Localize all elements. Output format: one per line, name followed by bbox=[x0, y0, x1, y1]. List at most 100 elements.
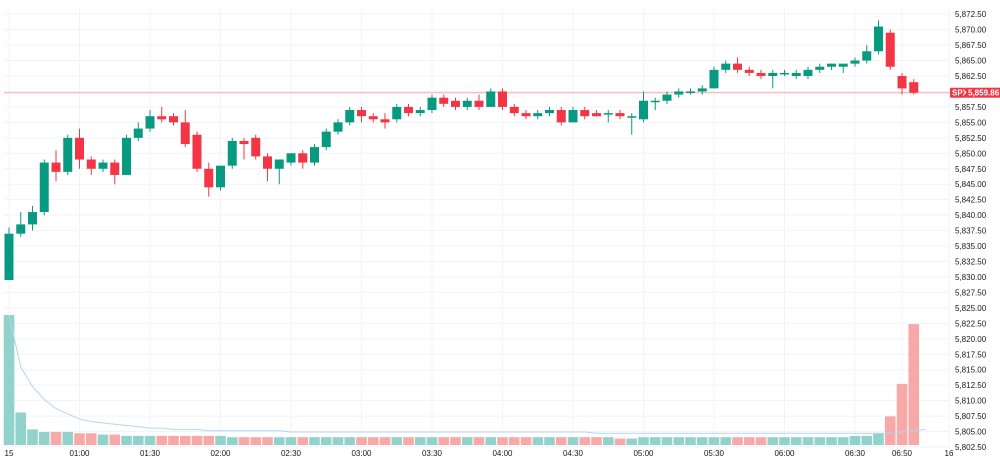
candle-body bbox=[909, 82, 919, 93]
candle-body bbox=[615, 113, 625, 117]
last-price-label: 5,859.86 bbox=[968, 89, 1000, 98]
candle bbox=[63, 134, 73, 175]
volume-bar bbox=[179, 435, 191, 445]
y-tick-label: 5,830.00 bbox=[955, 273, 987, 282]
volume-bar bbox=[802, 437, 814, 445]
candle-body bbox=[263, 156, 272, 169]
candle-body bbox=[862, 51, 872, 61]
volume-bar bbox=[356, 437, 367, 445]
candle bbox=[662, 91, 672, 104]
candle-body bbox=[51, 162, 61, 172]
volume-bar bbox=[520, 437, 532, 445]
candle bbox=[180, 110, 190, 148]
candle bbox=[75, 128, 84, 169]
volume-bar bbox=[27, 429, 38, 445]
volume-bar bbox=[403, 437, 414, 445]
volume-bar bbox=[273, 437, 285, 445]
candle-body bbox=[28, 212, 37, 225]
volume-bar bbox=[379, 437, 391, 445]
x-tick-label: 03:30 bbox=[422, 449, 443, 458]
candle bbox=[756, 69, 766, 80]
volume-bar bbox=[626, 438, 638, 445]
volume-bar bbox=[497, 437, 508, 445]
candle bbox=[827, 63, 836, 70]
y-tick-label: 5,832.50 bbox=[955, 258, 987, 267]
volume-bar bbox=[614, 438, 626, 445]
x-tick-label: 03:00 bbox=[351, 449, 372, 458]
candle-body bbox=[404, 106, 413, 114]
candle bbox=[133, 122, 143, 141]
candle bbox=[838, 63, 848, 73]
candle-body bbox=[733, 63, 742, 70]
candle-body bbox=[509, 106, 519, 114]
candle bbox=[357, 106, 366, 123]
y-tick-label: 5,805.00 bbox=[955, 428, 987, 437]
volume-bar bbox=[755, 437, 767, 445]
candle-body bbox=[803, 69, 813, 77]
symbol-label: SPX bbox=[952, 89, 969, 98]
candle bbox=[204, 162, 214, 197]
candle-body bbox=[709, 69, 719, 89]
volume-bar bbox=[661, 437, 673, 445]
candle-body bbox=[697, 88, 707, 92]
volume-bar bbox=[156, 435, 168, 445]
candle bbox=[885, 29, 895, 70]
candle-body bbox=[16, 224, 26, 234]
x-tick-label: 06:00 bbox=[774, 449, 795, 458]
volume-bar bbox=[450, 437, 461, 445]
candle-body bbox=[157, 116, 167, 120]
candle bbox=[498, 88, 507, 111]
volume-bar bbox=[250, 437, 262, 445]
volume-bar bbox=[426, 437, 438, 445]
x-tick-label: 02:00 bbox=[210, 449, 231, 458]
volume-bar bbox=[168, 435, 179, 445]
y-tick-label: 5,855.00 bbox=[955, 118, 987, 127]
y-tick-label: 5,802.50 bbox=[955, 443, 987, 452]
candle bbox=[768, 69, 778, 89]
candle bbox=[404, 103, 413, 117]
volume-bar bbox=[567, 437, 579, 445]
x-tick-label: 01:00 bbox=[69, 449, 90, 458]
y-tick-label: 5,840.00 bbox=[955, 211, 987, 220]
volume-bar bbox=[473, 437, 485, 445]
time-axis[interactable]: 15 01:00 01:30 02:00 02:30 03:00 03:30 04:00 04:… bbox=[5, 449, 954, 458]
candle-body bbox=[474, 100, 484, 107]
volume-bar bbox=[790, 437, 802, 445]
y-tick-label: 5,850.00 bbox=[955, 149, 987, 158]
x-tick-label: 05:00 bbox=[633, 449, 654, 458]
volume-bar bbox=[297, 437, 309, 445]
candle-body bbox=[368, 116, 378, 120]
candle bbox=[263, 153, 272, 182]
candle bbox=[298, 150, 308, 169]
volume-bar bbox=[884, 416, 896, 445]
volume-bar bbox=[3, 315, 15, 445]
y-tick-label: 5,837.50 bbox=[955, 227, 987, 236]
y-tick-label: 5,810.00 bbox=[955, 397, 987, 406]
volume-bar bbox=[649, 437, 661, 445]
volume-bar bbox=[849, 435, 861, 445]
candle-body bbox=[98, 162, 108, 169]
volume-bar bbox=[743, 437, 755, 445]
volume-bar bbox=[38, 432, 50, 445]
volume-bar bbox=[532, 437, 544, 445]
candle bbox=[627, 113, 637, 135]
candle bbox=[321, 128, 331, 151]
volume-bar bbox=[215, 435, 226, 445]
candle bbox=[791, 69, 801, 80]
x-tick-label: 06:50 bbox=[892, 449, 913, 458]
volume-bar bbox=[555, 437, 567, 445]
volume-bars bbox=[3, 315, 920, 445]
y-tick-label: 5,872.50 bbox=[955, 10, 987, 19]
candle-body bbox=[815, 66, 825, 70]
candle-body bbox=[592, 113, 601, 117]
y-tick-label: 5,817.50 bbox=[955, 350, 987, 359]
candle-body bbox=[345, 110, 355, 123]
price-axis[interactable]: 5,872.50 5,870.00 5,867.50 5,865.00 5,862.50… bbox=[955, 10, 987, 452]
candle bbox=[4, 227, 14, 281]
candle-body bbox=[897, 76, 907, 89]
x-tick-label: 05:30 bbox=[704, 449, 725, 458]
volume-bar bbox=[826, 437, 837, 445]
candle bbox=[709, 66, 719, 89]
candle bbox=[333, 119, 343, 135]
